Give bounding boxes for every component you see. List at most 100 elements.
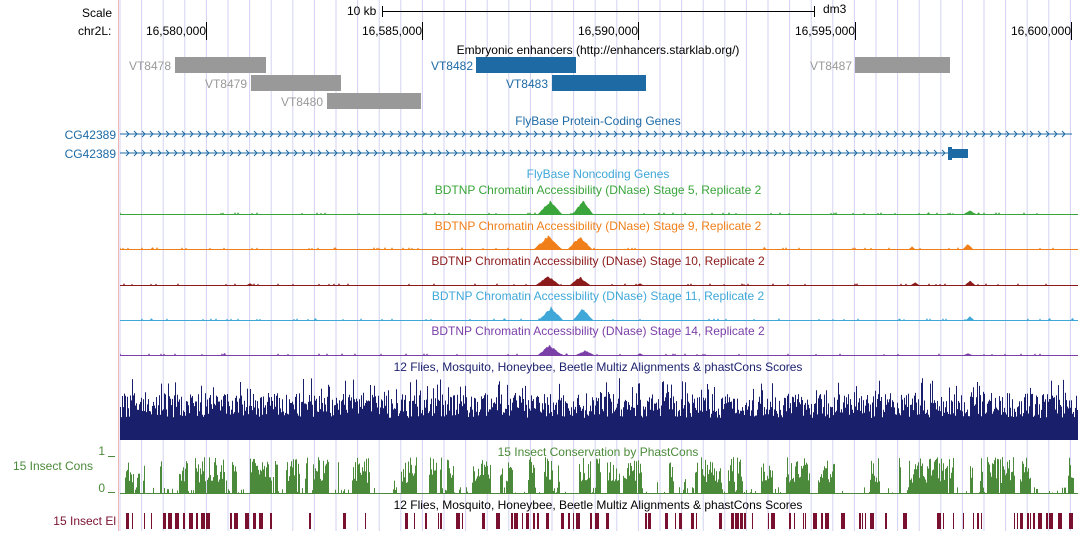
strand-arrow: [725, 130, 730, 138]
strand-arrow: [493, 130, 498, 138]
element-block: [405, 513, 408, 529]
enhancer-feature[interactable]: VT8480: [281, 93, 421, 109]
strand-arrow: [461, 130, 466, 138]
track-side-label[interactable]: 15 Insect Cons: [13, 459, 93, 473]
phastcons-track[interactable]: 15 Insect Conservation by PhastCons 15 I…: [13, 444, 1078, 495]
strand-arrow: [621, 149, 626, 157]
gene-transcript[interactable]: [120, 147, 968, 160]
gene-transcript[interactable]: [120, 130, 1072, 138]
element-block: [1014, 513, 1015, 529]
element-block: [953, 513, 954, 529]
strand-arrow: [677, 149, 682, 157]
strand-arrow: [245, 149, 250, 157]
enhancer-feature[interactable]: VT8482: [431, 57, 576, 73]
strand-arrow: [661, 149, 666, 157]
dnase-track-stage10[interactable]: BDTNP Chromatin Accessibility (DNase) St…: [120, 254, 1078, 286]
scale-bar: Scale 10 kb dm3: [82, 2, 847, 20]
strand-arrow: [869, 130, 874, 138]
strand-arrow: [733, 149, 738, 157]
strand-arrow: [853, 149, 858, 157]
feature-block[interactable]: [476, 57, 576, 73]
element-block: [537, 513, 539, 529]
flybase-noncoding-track[interactable]: FlyBase Noncoding Genes: [527, 167, 670, 181]
strand-arrow: [141, 149, 146, 157]
strand-arrow: [461, 149, 466, 157]
element-block: [270, 513, 272, 529]
element-block: [870, 513, 874, 529]
strand-arrow: [285, 149, 290, 157]
feature-block[interactable]: [251, 75, 341, 91]
element-block: [1038, 513, 1042, 529]
element-block: [735, 513, 739, 529]
strand-arrow: [365, 149, 370, 157]
element-block: [546, 513, 549, 529]
element-block: [496, 513, 500, 529]
element-block: [771, 513, 775, 529]
strand-arrow: [205, 130, 210, 138]
strand-arrow: [805, 130, 810, 138]
strand-arrow: [1045, 130, 1050, 138]
multiz-track[interactable]: 12 Flies, Mosquito, Honeybee, Beetle Mul…: [120, 360, 1078, 440]
feature-block[interactable]: [552, 75, 646, 91]
enhancer-feature[interactable]: VT8483: [506, 75, 646, 91]
dnase-track-stage9[interactable]: BDTNP Chromatin Accessibility (DNase) St…: [120, 219, 1078, 250]
strand-arrow: [253, 130, 258, 138]
feature-block[interactable]: [327, 93, 421, 109]
enhancer-feature[interactable]: VT8478: [129, 57, 266, 73]
strand-arrow: [901, 130, 906, 138]
ruler-tick-label: 16,595,000: [795, 24, 855, 38]
gene-label[interactable]: CG42389: [65, 147, 117, 161]
element-block: [665, 513, 668, 529]
strand-arrow: [221, 149, 226, 157]
dnase-track-stage11[interactable]: BDTNP Chromatin Accessibility (DNase) St…: [120, 289, 1078, 321]
strand-arrow: [877, 130, 882, 138]
flybase-genes-track[interactable]: FlyBase Protein-Coding Genes CG42389 CG4…: [65, 114, 1072, 161]
strand-arrow: [757, 149, 762, 157]
element-block: [973, 513, 974, 529]
strand-arrow: [885, 130, 890, 138]
track-side-label[interactable]: 15 Insect El: [53, 514, 116, 528]
element-block: [1069, 513, 1073, 529]
strand-arrow: [685, 130, 690, 138]
strand-arrow: [741, 130, 746, 138]
scale-length-label: 10 kb: [347, 4, 377, 18]
track-title: BDTNP Chromatin Accessibility (DNase) St…: [435, 219, 762, 233]
element-block: [309, 513, 311, 529]
dnase-track-stage14[interactable]: BDTNP Chromatin Accessibility (DNase) St…: [120, 324, 1078, 356]
assembly-label: dm3: [823, 2, 847, 16]
element-block: [163, 513, 166, 529]
gene-label[interactable]: CG42389: [65, 128, 117, 142]
conserved-elements-track[interactable]: 12 Flies, Mosquito, Honeybee, Beetle Mul…: [53, 498, 1073, 529]
strand-arrow: [509, 130, 514, 138]
feature-block[interactable]: [855, 57, 950, 73]
element-block: [234, 513, 238, 529]
enhancers-track[interactable]: Embryonic enhancers (http://enhancers.st…: [129, 43, 950, 109]
element-block: [245, 513, 249, 529]
feature-label: VT8480: [281, 95, 323, 109]
element-block: [206, 513, 210, 529]
strand-arrow: [189, 149, 194, 157]
strand-arrow: [317, 149, 322, 157]
strand-arrow: [341, 149, 346, 157]
element-block: [259, 513, 263, 529]
element-block: [414, 513, 415, 529]
wiggle-floor: [120, 425, 1078, 440]
dnase-track-stage5[interactable]: BDTNP Chromatin Accessibility (DNase) St…: [120, 183, 1078, 215]
strand-arrow: [589, 149, 594, 157]
strand-arrow: [197, 149, 202, 157]
enhancer-feature[interactable]: VT8487: [810, 57, 950, 73]
element-block: [590, 513, 592, 529]
feature-label: VT8479: [205, 77, 247, 91]
track-title: 12 Flies, Mosquito, Honeybee, Beetle Mul…: [394, 498, 803, 512]
strand-arrow: [909, 149, 914, 157]
strand-arrow: [429, 130, 434, 138]
element-block: [595, 513, 599, 529]
element-block: [813, 513, 817, 529]
enhancer-feature[interactable]: VT8479: [205, 75, 341, 91]
strand-arrow: [245, 130, 250, 138]
feature-block[interactable]: [175, 57, 266, 73]
strand-arrow: [405, 149, 410, 157]
element-block: [533, 513, 535, 529]
strand-arrow: [981, 130, 986, 138]
